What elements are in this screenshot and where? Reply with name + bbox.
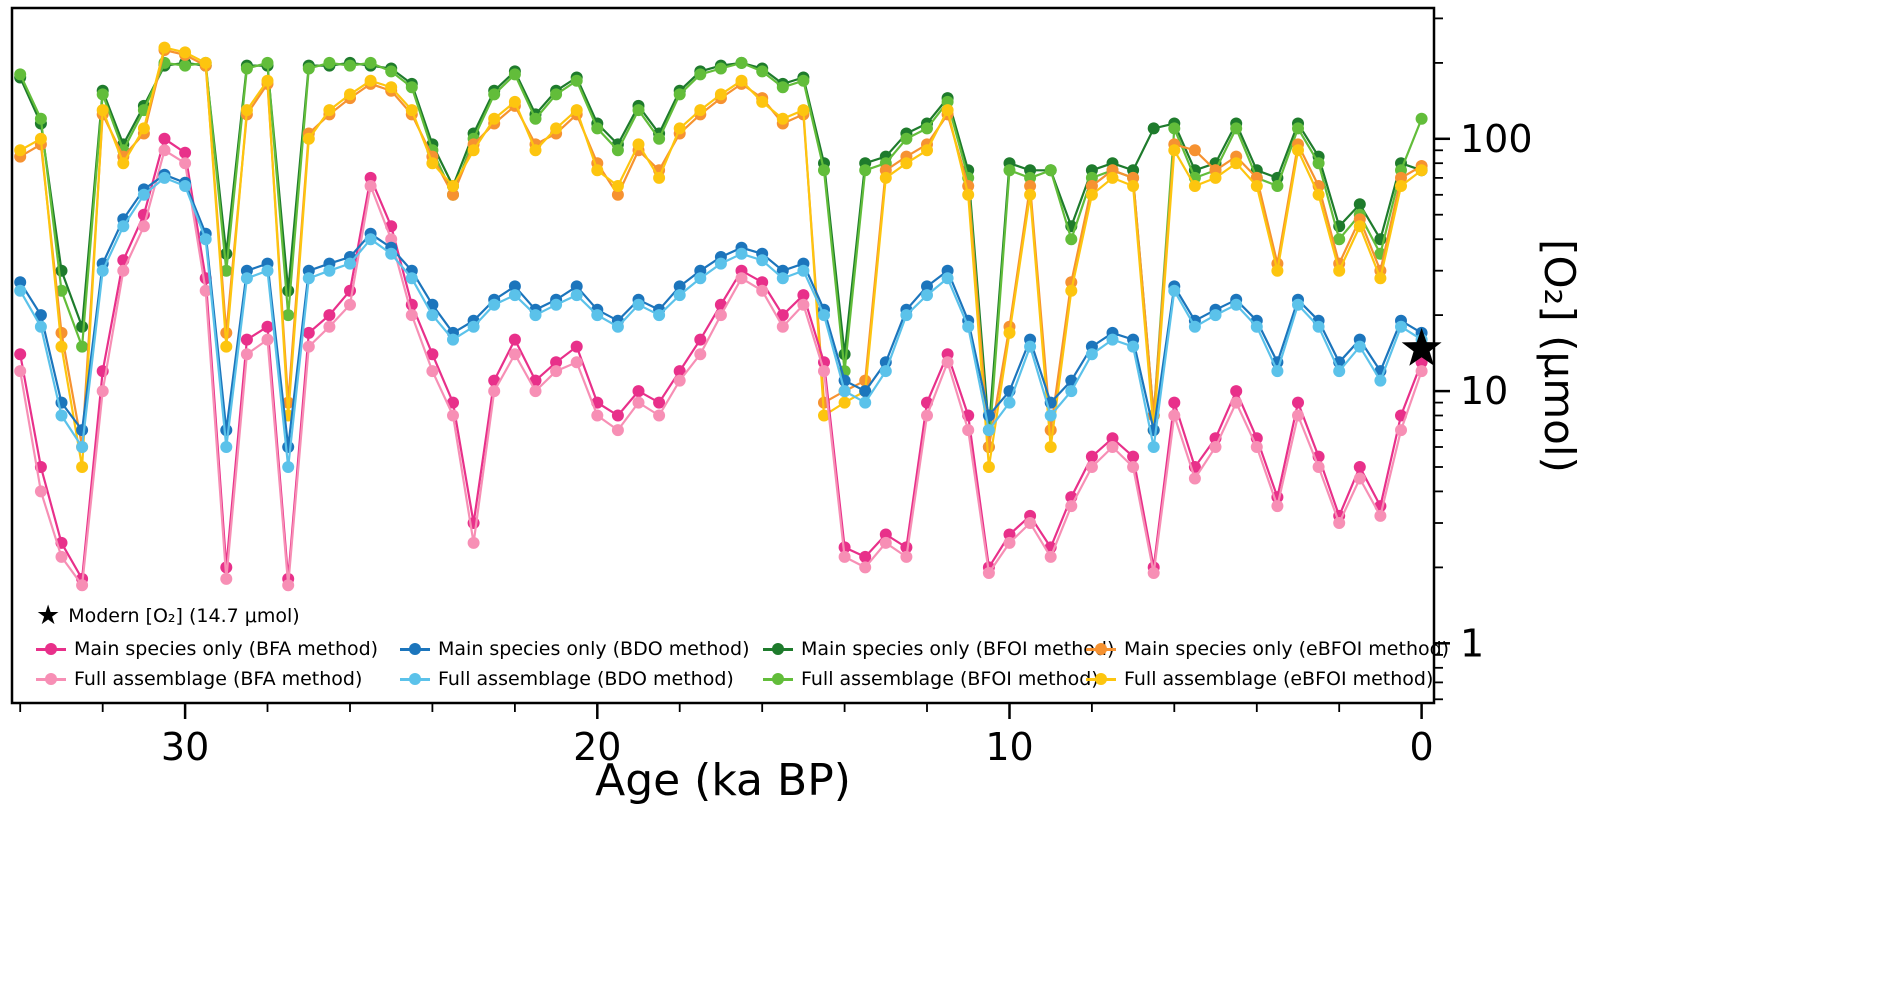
x-tick-label: 30 <box>161 725 209 769</box>
legend-full-ebfoi: Full assemblage (eBFOI method) <box>1086 666 1433 692</box>
legend-label: Main species only (BFOI method) <box>801 638 1115 660</box>
series-full-bdo <box>14 171 1428 473</box>
plot-frame <box>10 6 1436 705</box>
legend-main-bfoi: Main species only (BFOI method) <box>763 636 1114 662</box>
modern-o2-star <box>1401 327 1442 366</box>
line-dot-marker-icon <box>400 642 430 656</box>
legend-label: Full assemblage (BFOI method) <box>801 668 1099 690</box>
line-dot-marker-icon <box>36 672 66 686</box>
y-tick-label: 1 <box>1460 621 1484 665</box>
line-dot-marker-icon <box>1086 642 1116 656</box>
legend-label: Main species only (BDO method) <box>438 638 750 660</box>
legend-label: Full assemblage (eBFOI method) <box>1124 668 1434 690</box>
x-tick-label: 0 <box>1410 725 1434 769</box>
x-axis-title: Age (ka BP) <box>595 755 851 806</box>
legend-label: Full assemblage (BDO method) <box>438 668 734 690</box>
legend-main-bdo: Main species only (BDO method) <box>400 636 750 662</box>
line-dot-marker-icon <box>400 672 430 686</box>
legend-modern-o2: ★ Modern [O₂] (14.7 μmol) <box>36 600 300 631</box>
legend-label: Modern [O₂] (14.7 μmol) <box>68 605 300 627</box>
legend-main-ebfoi: Main species only (eBFOI method) <box>1086 636 1449 662</box>
line-dot-marker-icon <box>763 672 793 686</box>
legend-label: Full assemblage (BFA method) <box>74 668 363 690</box>
series-full-bfa <box>14 144 1428 592</box>
y-tick-label: 10 <box>1460 369 1508 413</box>
line-dot-marker-icon <box>36 642 66 656</box>
x-tick-label: 20 <box>573 725 621 769</box>
legend-label: Main species only (BFA method) <box>74 638 379 660</box>
legend-full-bfoi: Full assemblage (BFOI method) <box>763 666 1099 692</box>
line-dot-marker-icon <box>1086 672 1116 686</box>
legend-full-bdo: Full assemblage (BDO method) <box>400 666 734 692</box>
x-tick-label: 10 <box>985 725 1033 769</box>
star-icon: ★ <box>36 600 61 631</box>
legend-label: Main species only (eBFOI method) <box>1124 638 1450 660</box>
y-axis-title: [O₂] (μmol) <box>1535 239 1584 473</box>
y-tick-label: 100 <box>1460 117 1533 161</box>
line-dot-marker-icon <box>763 642 793 656</box>
legend-full-bfa: Full assemblage (BFA method) <box>36 666 362 692</box>
legend-main-bfa: Main species only (BFA method) <box>36 636 378 662</box>
